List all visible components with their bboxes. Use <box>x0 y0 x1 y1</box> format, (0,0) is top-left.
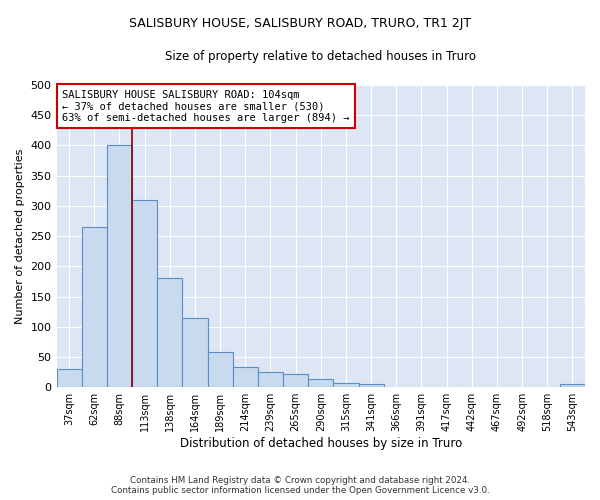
Bar <box>132 200 157 387</box>
Text: SALISBURY HOUSE, SALISBURY ROAD, TRURO, TR1 2JT: SALISBURY HOUSE, SALISBURY ROAD, TRURO, … <box>129 18 471 30</box>
Bar <box>56 369 82 387</box>
Text: SALISBURY HOUSE SALISBURY ROAD: 104sqm
← 37% of detached houses are smaller (530: SALISBURY HOUSE SALISBURY ROAD: 104sqm ←… <box>62 90 349 122</box>
Bar <box>182 318 208 387</box>
Bar <box>359 384 383 387</box>
Text: Contains HM Land Registry data © Crown copyright and database right 2024.
Contai: Contains HM Land Registry data © Crown c… <box>110 476 490 495</box>
Bar <box>308 378 334 387</box>
Bar <box>334 383 359 387</box>
Bar <box>157 278 182 387</box>
Title: Size of property relative to detached houses in Truro: Size of property relative to detached ho… <box>165 50 476 63</box>
Y-axis label: Number of detached properties: Number of detached properties <box>15 148 25 324</box>
Bar <box>107 146 132 387</box>
Bar <box>283 374 308 387</box>
Bar <box>233 368 258 387</box>
Bar <box>258 372 283 387</box>
X-axis label: Distribution of detached houses by size in Truro: Distribution of detached houses by size … <box>179 437 462 450</box>
Bar <box>560 384 585 387</box>
Bar <box>383 386 409 387</box>
Bar <box>208 352 233 387</box>
Bar <box>82 227 107 387</box>
